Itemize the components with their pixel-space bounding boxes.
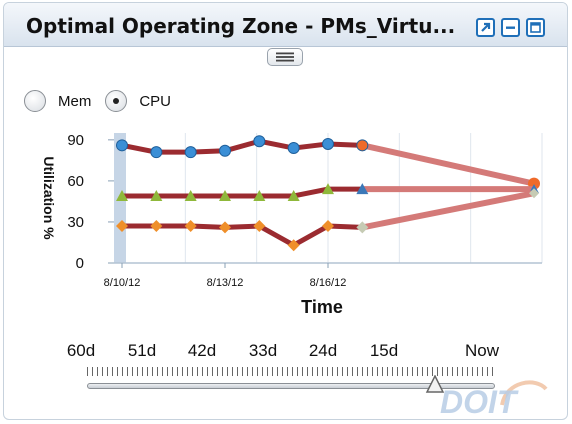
data-point: [150, 189, 163, 201]
data-point: [253, 135, 266, 148]
time-slider-thumb[interactable]: [425, 375, 445, 395]
menu-icon: [276, 52, 294, 62]
forecast-line: [359, 142, 537, 187]
data-point: [219, 221, 231, 234]
data-point: [356, 221, 369, 234]
data-point: [184, 146, 197, 159]
time-slider-labels: 60d 51d 42d 33d 24d 15d Now: [4, 341, 567, 365]
data-point: [287, 239, 300, 252]
slider-label-42d: 42d: [187, 341, 217, 360]
watermark-text: DOIT: [440, 384, 519, 419]
x-tick-label: 8/16/12: [310, 277, 347, 289]
slider-label-24d: 24d: [308, 341, 338, 360]
y-tick-label: 90: [67, 132, 84, 149]
chart-menu-button[interactable]: [267, 48, 303, 66]
data-point: [150, 220, 163, 233]
series-1: [116, 135, 540, 190]
data-point: [253, 220, 266, 233]
data-point: [219, 144, 231, 157]
slider-label-33d: 33d: [248, 341, 278, 360]
data-point: [356, 139, 369, 152]
popout-button[interactable]: [476, 18, 495, 37]
x-tick-label: 8/13/12: [207, 277, 244, 289]
time-slider-track[interactable]: [87, 383, 495, 389]
slider-label-now: Now: [464, 341, 500, 360]
series-3: [116, 188, 539, 252]
metric-selector: Mem CPU: [24, 89, 185, 113]
data-point: [322, 220, 334, 233]
y-tick-label: 60: [67, 173, 84, 190]
y-axis-label: Utilization %: [41, 156, 57, 240]
mem-radio[interactable]: [24, 90, 46, 112]
data-point: [116, 139, 128, 152]
data-point: [322, 183, 334, 195]
data-point: [219, 189, 231, 201]
mem-radio-label: Mem: [58, 92, 92, 110]
data-point: [287, 189, 300, 201]
time-slider-ticks: [87, 367, 495, 376]
data-point: [184, 189, 197, 201]
widget-titlebar: Optimal Operating Zone - PMs_Virtu...: [4, 3, 567, 47]
data-point: [184, 220, 197, 233]
cpu-radio-label: CPU: [139, 92, 172, 110]
series-2: [116, 183, 539, 201]
minimize-icon: [506, 26, 515, 29]
cpu-radio[interactable]: [105, 90, 128, 112]
doit-watermark-logo: DOIT: [440, 380, 548, 419]
slider-label-60d: 60d: [66, 341, 96, 360]
data-point: [253, 189, 266, 201]
data-point: [116, 220, 128, 233]
series-line: [122, 186, 363, 199]
maximize-icon: [530, 22, 541, 33]
x-axis-label: Time: [301, 297, 343, 317]
slider-label-51d: 51d: [127, 341, 157, 360]
forecast-point: [529, 188, 539, 199]
data-point: [356, 183, 369, 195]
popout-icon: [481, 22, 491, 32]
forecast-line: [359, 190, 537, 231]
slider-label-15d: 15d: [369, 341, 399, 360]
maximize-button[interactable]: [526, 18, 545, 37]
y-tick-label: 30: [67, 214, 84, 231]
data-point: [150, 146, 163, 159]
minimize-button[interactable]: [501, 18, 520, 37]
data-point: [322, 137, 334, 150]
x-tick-label: 8/10/12: [104, 277, 141, 289]
widget-title: Optimal Operating Zone - PMs_Virtu...: [26, 14, 456, 38]
utilization-chart: 90 60 30 0 8/10/12 8/13/12 8/16/12 Time Utilizat…: [41, 132, 543, 317]
data-point: [116, 189, 128, 201]
optimal-operating-zone-widget: Optimal Operating Zone - PMs_Virtu...: [3, 2, 568, 420]
y-tick-label: 0: [76, 255, 84, 272]
data-point: [287, 142, 300, 155]
